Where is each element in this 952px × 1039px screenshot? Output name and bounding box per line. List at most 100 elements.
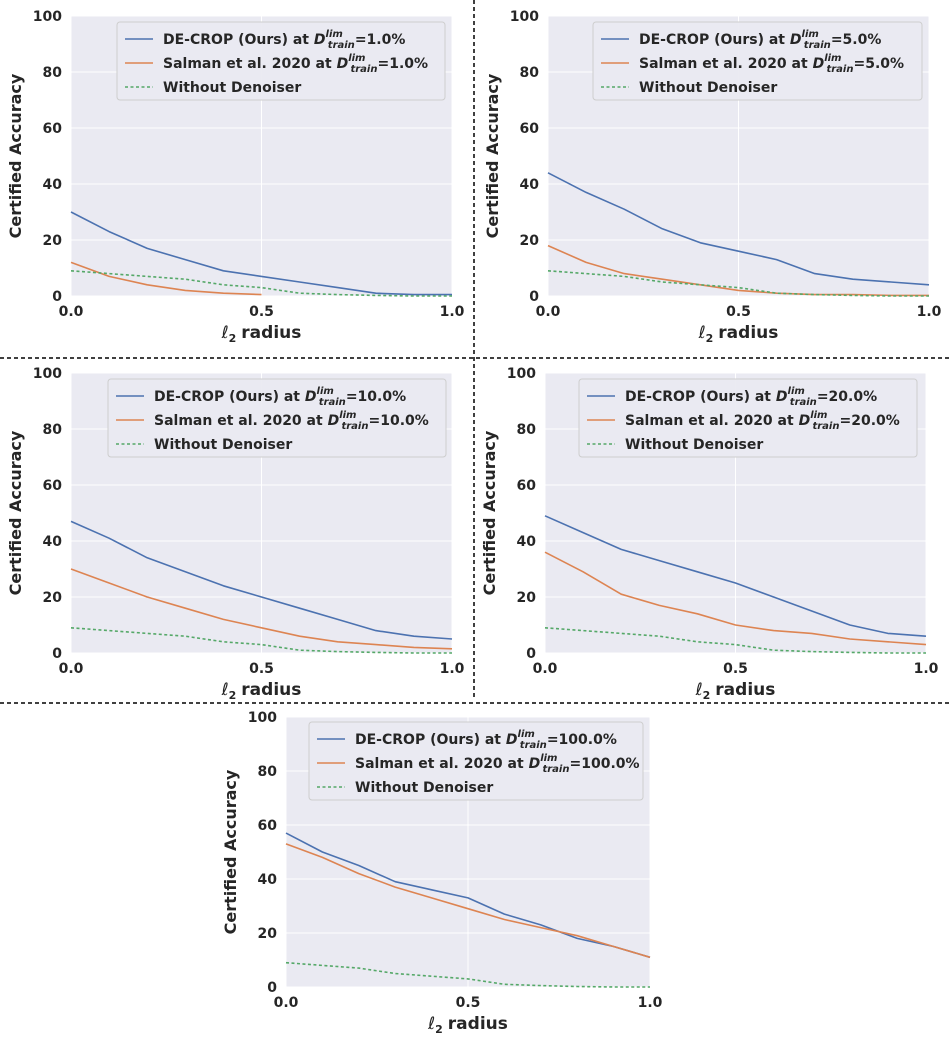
legend-entry-1: Salman et al. 2020 at Dlim train=100.0% xyxy=(355,753,640,775)
legend-symbol-d: D xyxy=(337,56,349,72)
legend-entry-2: Without Denoiser xyxy=(163,80,301,96)
y-tick-label: 60 xyxy=(520,121,540,137)
legend-entry-1: Salman et al. 2020 at Dlim train=20.0% xyxy=(625,410,900,432)
legend-entry-2: Without Denoiser xyxy=(154,437,292,453)
legend: DE-CROP (Ours) at Dlim train=5.0%Salman e… xyxy=(592,21,923,101)
y-axis-label: Certified Accuracy xyxy=(221,769,240,934)
legend-symbol-lim: lim xyxy=(810,410,827,421)
x-axis-label-symbol: ℓ xyxy=(695,680,703,700)
legend-entry-prefix: Without Denoiser xyxy=(355,780,493,796)
legend-symbol-train: train xyxy=(341,421,368,432)
legend-entry-prefix: Salman et al. 2020 at xyxy=(355,756,529,772)
y-tick-label: 80 xyxy=(520,65,540,81)
x-tick-label: 0.0 xyxy=(59,661,84,677)
legend-entry-0: DE-CROP (Ours) at Dlim train=5.0% xyxy=(639,29,881,51)
legend-symbol-lim: lim xyxy=(348,53,365,64)
x-tick-label: 0.5 xyxy=(723,661,748,677)
x-axis-label-text: radius xyxy=(715,680,775,700)
legend-entry-suffix: =1.0% xyxy=(355,32,406,48)
y-tick-label: 80 xyxy=(517,422,537,438)
y-tick-label: 100 xyxy=(33,366,62,382)
legend-entry-prefix: Salman et al. 2020 at xyxy=(625,413,799,429)
y-tick-label: 100 xyxy=(33,9,62,25)
x-tick-label: 1.0 xyxy=(638,995,663,1011)
legend-symbol-d: D xyxy=(305,389,317,405)
legend-entry-0: DE-CROP (Ours) at Dlim train=10.0% xyxy=(154,386,406,408)
y-tick-label: 40 xyxy=(258,872,278,888)
legend-entry-1: Salman et al. 2020 at Dlim train=5.0% xyxy=(639,53,904,75)
legend-entry-2: Without Denoiser xyxy=(625,437,763,453)
legend-entry-suffix: =5.0% xyxy=(831,32,882,48)
legend-symbol-d: D xyxy=(529,756,541,772)
legend-entry-suffix: =100.0% xyxy=(547,732,617,748)
x-axis-label-symbol: ℓ xyxy=(698,323,706,343)
panel-dividers xyxy=(0,0,952,704)
legend-symbol-d: D xyxy=(506,732,518,748)
y-tick-label: 0 xyxy=(52,646,62,662)
x-tick-label: 0.0 xyxy=(59,304,84,320)
series-line-0 xyxy=(544,515,927,637)
legend-entry-prefix: Salman et al. 2020 at xyxy=(163,56,337,72)
x-axis-label-symbol: ℓ xyxy=(221,323,229,343)
y-tick-label: 20 xyxy=(258,926,278,942)
y-tick-label: 60 xyxy=(258,818,278,834)
legend-symbol-train: train xyxy=(520,740,547,751)
legend-symbol-train: train xyxy=(826,64,853,75)
y-tick-label: 60 xyxy=(517,478,537,494)
legend-entry-suffix: =100.0% xyxy=(569,756,639,772)
legend-symbol-lim: lim xyxy=(788,386,805,397)
legend-symbol-d: D xyxy=(328,413,340,429)
legend-symbol-train: train xyxy=(812,421,839,432)
x-axis-label-text: radius xyxy=(448,1014,508,1034)
chart-top-right: 0 20 40 60 80 100 0.0 0.5 1.0 ℓ2 radius Certified A… xyxy=(483,9,942,345)
legend-box xyxy=(107,378,447,458)
x-tick-label: 1.0 xyxy=(440,304,465,320)
legend-entry-suffix: =10.0% xyxy=(346,389,406,405)
legend: DE-CROP (Ours) at Dlim train=1.0%Salman e… xyxy=(116,21,446,101)
x-axis-label: ℓ2 radius xyxy=(695,680,776,702)
x-tick-label: 0.5 xyxy=(249,304,274,320)
x-axis-label-symbol: ℓ xyxy=(427,1014,435,1034)
y-tick-label: 0 xyxy=(526,646,536,662)
legend: DE-CROP (Ours) at Dlim train=100.0%Salman… xyxy=(308,721,644,801)
legend-entry-suffix: =20.0% xyxy=(839,413,899,429)
legend-entry-prefix: DE-CROP (Ours) at xyxy=(355,732,506,748)
y-axis-label: Certified Accuracy xyxy=(483,73,502,238)
legend-entry-prefix: DE-CROP (Ours) at xyxy=(154,389,305,405)
legend-entry-prefix: Without Denoiser xyxy=(163,80,301,96)
x-axis-label: ℓ2 radius xyxy=(698,323,779,345)
legend-entry-2: Without Denoiser xyxy=(639,80,777,96)
legend-entry-prefix: Salman et al. 2020 at xyxy=(639,56,813,72)
legend: DE-CROP (Ours) at Dlim train=10.0%Salman … xyxy=(107,378,447,458)
y-tick-label: 100 xyxy=(510,9,539,25)
legend-box xyxy=(592,21,923,101)
series-line-0 xyxy=(70,211,452,296)
y-tick-label: 0 xyxy=(52,289,62,305)
legend-symbol-d: D xyxy=(314,32,326,48)
legend-symbol-train: train xyxy=(804,40,831,51)
legend-entry-suffix: =1.0% xyxy=(377,56,428,72)
x-tick-label: 0.0 xyxy=(533,661,558,677)
legend-entry-suffix: =10.0% xyxy=(368,413,428,429)
x-tick-label: 0.5 xyxy=(456,995,481,1011)
y-tick-label: 0 xyxy=(267,980,277,996)
legend-entry-suffix: =5.0% xyxy=(853,56,904,72)
x-axis-label-subscript: 2 xyxy=(435,1023,443,1036)
x-tick-label: 1.0 xyxy=(914,661,939,677)
y-tick-label: 20 xyxy=(43,590,63,606)
legend-entry-prefix: Without Denoiser xyxy=(625,437,763,453)
x-axis-label: ℓ2 radius xyxy=(221,323,302,345)
legend-symbol-train: train xyxy=(790,397,817,408)
y-tick-label: 60 xyxy=(43,478,63,494)
x-tick-label: 0.0 xyxy=(536,304,561,320)
series-line-0 xyxy=(285,832,651,959)
y-tick-label: 40 xyxy=(43,177,63,193)
x-tick-label: 0.0 xyxy=(274,995,299,1011)
legend-entry-2: Without Denoiser xyxy=(355,780,493,796)
x-axis-label: ℓ2 radius xyxy=(427,1014,508,1036)
y-tick-label: 20 xyxy=(517,590,537,606)
series-line-1 xyxy=(285,843,651,959)
legend-entry-prefix: Without Denoiser xyxy=(154,437,292,453)
x-tick-label: 0.5 xyxy=(249,661,274,677)
